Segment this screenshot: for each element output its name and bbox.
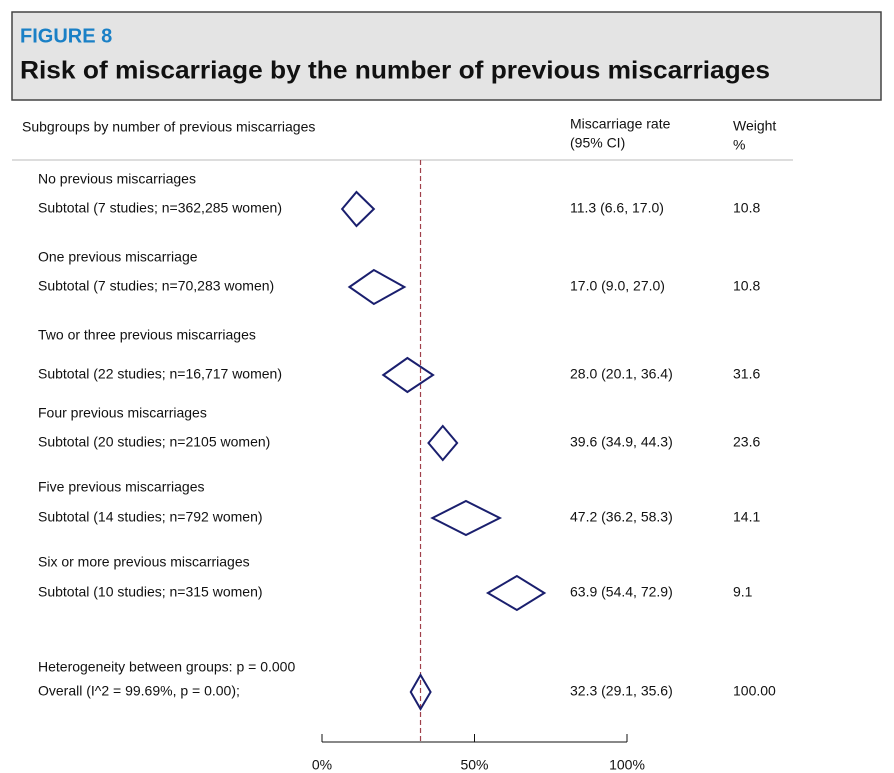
weight-label: 14.1 xyxy=(733,509,760,525)
subtotal-label: Subtotal (7 studies; n=70,283 women) xyxy=(38,278,274,294)
column-header: Weight xyxy=(733,118,776,134)
weight-label: 23.6 xyxy=(733,434,760,450)
x-tick-label: 50% xyxy=(460,757,488,773)
rate-label: 17.0 (9.0, 27.0) xyxy=(570,278,665,294)
chart-title: Risk of miscarriage by the number of pre… xyxy=(20,57,770,85)
rate-label: 63.9 (54.4, 72.9) xyxy=(570,584,673,600)
subtotal-label: Subtotal (22 studies; n=16,717 women) xyxy=(38,366,282,382)
column-header: Miscarriage rate xyxy=(570,116,671,132)
subtotal-label: Subtotal (14 studies; n=792 women) xyxy=(38,509,263,525)
weight-label: 31.6 xyxy=(733,366,760,382)
rate-label: 47.2 (36.2, 58.3) xyxy=(570,509,673,525)
group-label: Four previous miscarriages xyxy=(38,405,207,421)
diamond xyxy=(485,574,547,612)
diamond xyxy=(340,190,376,228)
figure-label: FIGURE 8 xyxy=(20,25,112,47)
heterogeneity: Heterogeneity between groups: p = 0.000 xyxy=(38,659,295,675)
rate-label: 28.0 (20.1, 36.4) xyxy=(570,366,673,382)
column-header: Subgroups by number of previous miscarri… xyxy=(22,119,315,135)
overall-label: Overall (I^2 = 99.69%, p = 0.00); xyxy=(38,683,240,699)
x-tick-label: 100% xyxy=(609,757,645,773)
diamond xyxy=(347,268,407,306)
weight-label: 100.00 xyxy=(733,683,776,699)
group-label: Two or three previous miscarriages xyxy=(38,327,256,343)
group-label: One previous miscarriage xyxy=(38,249,198,265)
diamond xyxy=(381,356,435,394)
subtotal-label: Subtotal (20 studies; n=2105 women) xyxy=(38,434,270,450)
rate-label: 32.3 (29.1, 35.6) xyxy=(570,683,673,699)
rate-label: 39.6 (34.9, 44.3) xyxy=(570,434,673,450)
weight-label: 10.8 xyxy=(733,278,760,294)
diamond xyxy=(409,673,432,711)
rate-label: 11.3 (6.6, 17.0) xyxy=(570,200,664,216)
weight-label: 9.1 xyxy=(733,584,753,600)
subtotal-label: Subtotal (10 studies; n=315 women) xyxy=(38,584,263,600)
group-label: Six or more previous miscarriages xyxy=(38,554,250,570)
subtotal-label: Subtotal (7 studies; n=362,285 women) xyxy=(38,200,282,216)
group-label: Five previous miscarriages xyxy=(38,479,205,495)
diamond xyxy=(430,499,503,537)
x-tick-label: 0% xyxy=(312,757,332,773)
group-label: No previous miscarriages xyxy=(38,171,196,187)
diamond xyxy=(427,424,459,462)
column-header: (95% CI) xyxy=(570,135,625,151)
weight-label: 10.8 xyxy=(733,200,760,216)
column-header: % xyxy=(733,137,745,153)
header-box xyxy=(11,11,882,101)
